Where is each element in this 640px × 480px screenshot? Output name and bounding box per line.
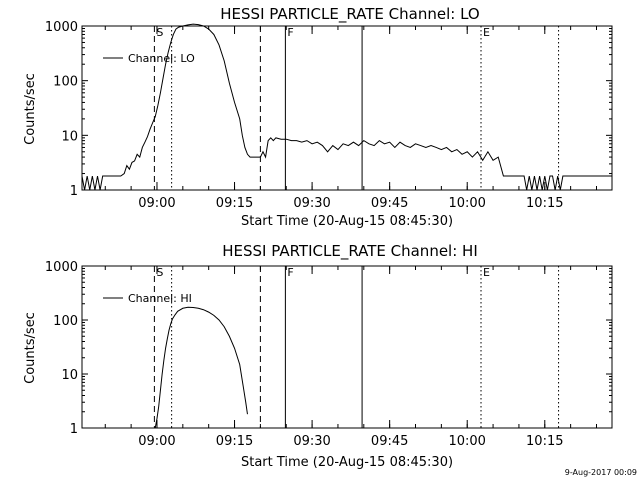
x-tick-label: 09:15 bbox=[216, 196, 253, 211]
marker-label-S: S bbox=[156, 266, 163, 279]
plot-frame bbox=[81, 25, 613, 191]
y-tick-label: 1 bbox=[70, 422, 78, 437]
x-axis-label-lo: Start Time (20-Aug-15 08:45:30) bbox=[241, 214, 453, 229]
series-line-hi bbox=[154, 306, 248, 429]
x-axis-label-hi: Start Time (20-Aug-15 08:45:30) bbox=[241, 455, 453, 470]
plot-frame bbox=[81, 265, 613, 429]
marker-label-F: F bbox=[287, 26, 293, 39]
x-tick-label: 09:45 bbox=[371, 196, 408, 211]
chart-title-lo: HESSI PARTICLE_RATE Channel: LO bbox=[220, 5, 479, 24]
marker-label-F: F bbox=[287, 266, 293, 279]
y-tick-label: 100 bbox=[53, 75, 78, 90]
marker-label-E: E bbox=[483, 266, 490, 279]
y-tick-label: 100 bbox=[53, 314, 78, 329]
series-line-lo bbox=[81, 23, 612, 191]
marker-label-S: S bbox=[156, 26, 163, 39]
x-tick-label: 09:00 bbox=[138, 434, 175, 449]
x-tick-label: 09:30 bbox=[293, 434, 330, 449]
panel-hi: S F E 1 10 100 1000 09:00 09:15 09:30 09:45 10:00 10… bbox=[45, 260, 613, 449]
x-tick-label: 09:45 bbox=[371, 434, 408, 449]
chart-title-hi: HESSI PARTICLE_RATE Channel: HI bbox=[222, 242, 478, 261]
x-tick-label: 09:00 bbox=[138, 196, 175, 211]
y-tick-label: 1000 bbox=[45, 20, 78, 35]
x-tick-label: 10:15 bbox=[526, 196, 563, 211]
y-axis-label-lo: Counts/sec bbox=[23, 73, 38, 145]
x-tick-label: 10:00 bbox=[448, 434, 485, 449]
y-tick-label: 10 bbox=[61, 368, 78, 383]
y-tick-label: 10 bbox=[61, 129, 78, 144]
marker-label-E: E bbox=[483, 26, 490, 39]
y-axis-label-hi: Counts/sec bbox=[23, 312, 38, 384]
x-tick-label: 09:15 bbox=[216, 434, 253, 449]
plot-timestamp: 9-Aug-2017 00:09 bbox=[565, 468, 637, 477]
legend-label-lo: Channel: LO bbox=[128, 52, 195, 65]
panel-lo: S F E 1 10 100 1000 09:00 09:15 09:30 09:45 10:00 10… bbox=[45, 20, 613, 211]
legend-label-hi: Channel: HI bbox=[128, 292, 192, 305]
y-tick-label: 1 bbox=[70, 184, 78, 199]
y-tick-label: 1000 bbox=[45, 260, 78, 275]
x-tick-label: 10:15 bbox=[526, 434, 563, 449]
x-tick-label: 10:00 bbox=[448, 196, 485, 211]
x-tick-label: 09:30 bbox=[293, 196, 330, 211]
